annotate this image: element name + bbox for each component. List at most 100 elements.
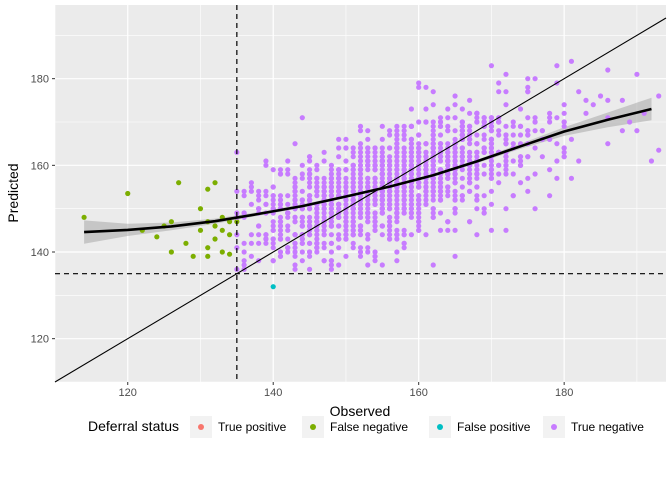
point-true-negative	[510, 158, 516, 164]
point-true-negative	[357, 128, 364, 134]
point-true-negative	[379, 262, 385, 268]
point-true-negative	[357, 123, 364, 129]
point-true-negative	[299, 162, 305, 168]
point-true-negative	[488, 63, 495, 69]
point-true-negative	[306, 193, 313, 199]
point-true-negative	[496, 80, 502, 86]
point-true-negative	[561, 149, 567, 155]
point-true-negative	[306, 175, 313, 181]
point-true-negative	[445, 149, 451, 155]
point-true-negative	[445, 171, 451, 177]
point-true-negative	[401, 193, 407, 199]
x-tick-label: 140	[264, 387, 282, 399]
point-true-negative	[336, 201, 342, 207]
point-true-negative	[437, 175, 444, 181]
point-true-negative	[408, 162, 415, 168]
point-true-negative	[256, 197, 262, 203]
point-true-negative	[357, 214, 364, 220]
point-true-negative	[328, 232, 335, 238]
point-true-negative	[416, 223, 422, 229]
point-true-negative	[350, 210, 356, 216]
point-true-negative	[423, 197, 429, 203]
point-true-negative	[270, 219, 276, 225]
point-true-negative	[481, 206, 487, 212]
point-true-negative	[590, 102, 596, 108]
legend-entry: False negative	[302, 416, 408, 438]
point-true-negative	[583, 110, 589, 116]
point-true-negative	[437, 180, 444, 186]
legend-entries: True positive False negative False positiv…	[190, 416, 644, 438]
data-points	[81, 58, 662, 290]
point-true-negative	[423, 162, 429, 168]
point-true-negative	[292, 188, 298, 194]
point-true-negative	[299, 115, 305, 121]
point-true-negative	[430, 89, 436, 95]
point-true-negative	[423, 149, 429, 155]
point-true-negative	[292, 193, 298, 199]
point-true-negative	[510, 119, 516, 125]
point-true-negative	[568, 58, 575, 64]
point-true-negative	[459, 132, 465, 138]
point-false-negative	[183, 240, 189, 246]
point-true-negative	[503, 167, 509, 173]
smooth-trend-line	[84, 107, 652, 234]
point-true-negative	[401, 158, 407, 164]
point-true-negative	[416, 80, 422, 86]
point-true-negative	[488, 145, 495, 151]
point-true-negative	[379, 145, 385, 151]
point-true-negative	[386, 132, 393, 138]
legend-key-dot	[551, 424, 557, 430]
point-true-negative	[488, 167, 495, 173]
point-true-negative	[365, 158, 371, 164]
point-true-negative	[285, 214, 291, 220]
point-true-negative	[336, 154, 342, 160]
point-true-negative	[350, 206, 356, 212]
point-true-negative	[605, 141, 611, 147]
point-true-negative	[481, 210, 487, 216]
point-true-negative	[386, 232, 393, 238]
point-false-positive	[270, 284, 276, 290]
point-true-negative	[263, 158, 269, 164]
reference-lines	[54, 5, 667, 383]
point-true-negative	[248, 184, 254, 190]
point-true-negative	[314, 214, 320, 220]
point-true-negative	[270, 240, 276, 246]
point-true-negative	[452, 115, 458, 121]
point-true-negative	[459, 158, 465, 164]
point-true-negative	[314, 193, 320, 199]
point-true-negative	[619, 128, 625, 134]
point-true-negative	[263, 201, 269, 207]
point-true-negative	[496, 180, 502, 186]
point-true-negative	[256, 206, 262, 212]
point-true-negative	[430, 123, 436, 129]
point-true-negative	[379, 193, 385, 199]
point-true-negative	[430, 128, 436, 134]
point-true-negative	[481, 119, 487, 125]
point-true-negative	[357, 171, 364, 177]
point-true-negative	[394, 258, 400, 264]
point-true-negative	[488, 115, 495, 121]
point-true-negative	[343, 184, 349, 190]
point-true-negative	[328, 240, 335, 246]
point-true-negative	[430, 119, 436, 125]
point-true-negative	[263, 236, 269, 242]
point-true-negative	[299, 258, 305, 264]
legend-label: False positive	[457, 420, 531, 434]
legend-label: True negative	[571, 420, 644, 434]
point-true-negative	[270, 201, 276, 207]
point-true-negative	[416, 145, 422, 151]
legend: Deferral status True positive False negat…	[88, 416, 644, 438]
point-true-negative	[408, 214, 415, 220]
point-false-negative	[226, 219, 233, 225]
point-true-negative	[474, 206, 480, 212]
point-true-negative	[452, 193, 458, 199]
point-true-negative	[597, 93, 604, 99]
point-true-negative	[350, 149, 356, 155]
point-true-negative	[263, 162, 269, 168]
point-true-negative	[467, 149, 473, 155]
point-true-negative	[372, 249, 378, 255]
legend-key-dot	[310, 424, 316, 430]
point-true-negative	[277, 193, 284, 199]
point-true-negative	[423, 188, 429, 194]
point-false-negative	[205, 245, 211, 251]
